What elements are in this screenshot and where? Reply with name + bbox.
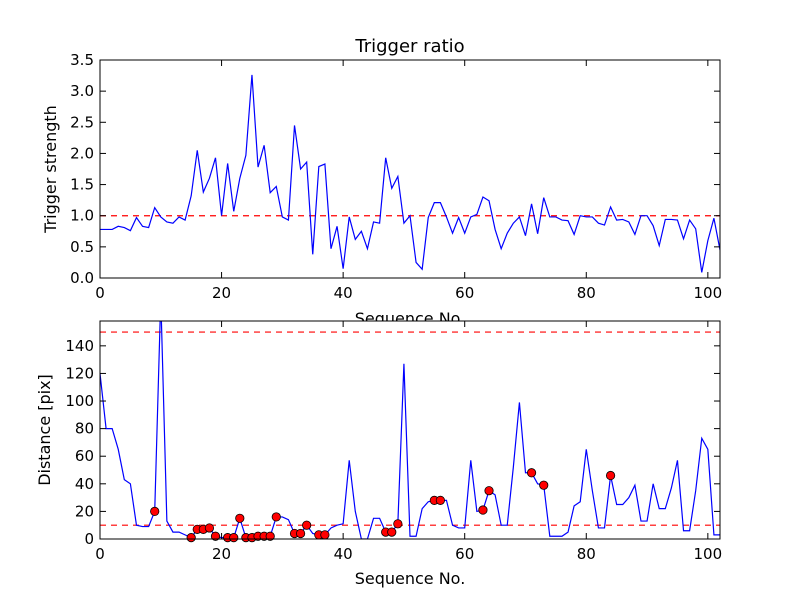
data-point xyxy=(265,531,275,541)
data-point xyxy=(295,528,306,539)
data-point xyxy=(186,533,196,543)
plot-background xyxy=(100,321,720,539)
x-tick-label: 80 xyxy=(577,545,596,563)
chart-title: Trigger ratio xyxy=(354,36,464,57)
x-tick-label: 80 xyxy=(577,284,596,302)
data-point xyxy=(393,519,403,529)
data-point xyxy=(539,480,549,490)
data-point xyxy=(478,505,488,515)
data-point xyxy=(605,470,616,481)
trigger-plot-area: 0 20 40 60 80 100 0.0 0.5 1.0 1.5 2.0 2.5 3.0 3.5 xyxy=(70,51,722,302)
distance-chart: 0 20 40 60 80 100 0 20 40 60 80 100 120 140 Sequence … xyxy=(35,320,723,588)
data-point xyxy=(229,533,239,543)
y-tick-label: 1.0 xyxy=(70,207,94,225)
x-tick-label: 60 xyxy=(455,284,474,302)
y-axis-label: Distance [pix] xyxy=(35,374,54,486)
plot-background xyxy=(100,60,720,278)
data-point xyxy=(484,486,494,496)
y-tick-label: 140 xyxy=(65,337,94,355)
y-tick-label: 3.0 xyxy=(70,82,94,100)
x-tick-label: 0 xyxy=(95,284,105,302)
y-tick-label: 120 xyxy=(65,364,94,382)
data-point xyxy=(150,506,160,517)
x-tick-label: 20 xyxy=(212,545,231,563)
data-point xyxy=(204,523,215,533)
data-point xyxy=(302,520,312,530)
y-tick-label: 2.0 xyxy=(70,144,94,162)
y-tick-label: 100 xyxy=(65,392,94,410)
series-line xyxy=(100,74,720,273)
data-point xyxy=(271,512,281,522)
data-point xyxy=(320,530,330,540)
data-point xyxy=(387,527,397,537)
y-tick-label: 3.5 xyxy=(70,51,94,69)
y-tick-label: 80 xyxy=(75,420,94,438)
axes-frame xyxy=(99,59,721,279)
y-tick-label: 0 xyxy=(84,530,94,548)
x-axis-label: Sequence No. xyxy=(355,569,466,588)
x-tick-label: 100 xyxy=(694,545,723,563)
data-point xyxy=(235,513,245,523)
y-tick-label: 0.5 xyxy=(70,238,94,256)
x-tick-label: 40 xyxy=(334,284,353,302)
distance-plot-area: 0 20 40 60 80 100 0 20 40 60 80 100 120 140 xyxy=(65,320,723,563)
y-tick-label: 1.5 xyxy=(70,176,94,194)
x-tick-label: 100 xyxy=(694,284,723,302)
y-tick-label: 20 xyxy=(75,502,94,520)
x-tick-label: 40 xyxy=(334,545,353,563)
y-tick-label: 2.5 xyxy=(70,113,94,131)
axes-frame xyxy=(99,320,721,540)
data-point xyxy=(526,468,537,478)
x-tick-label: 60 xyxy=(455,545,474,563)
y-axis-label: Trigger strength xyxy=(41,105,60,234)
data-point xyxy=(210,531,221,541)
y-tick-label: 40 xyxy=(75,475,94,493)
data-point xyxy=(435,495,445,505)
y-tick-label: 0.0 xyxy=(70,269,94,287)
x-tick-label: 20 xyxy=(212,284,231,302)
y-tick-label: 60 xyxy=(75,447,94,465)
trigger-ratio-chart: Trigger ratio 0 20 40 60 80 100 0.0 0.5 1.0 1.5 2.… xyxy=(41,36,722,328)
x-tick-label: 0 xyxy=(95,545,105,563)
